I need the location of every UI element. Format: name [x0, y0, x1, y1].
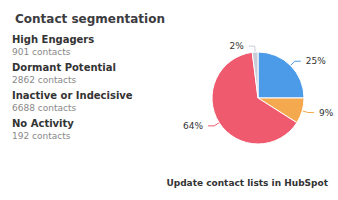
svg-text:2862 contacts: 2862 contacts [12, 75, 76, 85]
svg-text:6688 contacts: 6688 contacts [12, 103, 76, 113]
svg-text:9%: 9% [319, 108, 334, 118]
svg-text:Update contact lists in HubSpo: Update contact lists in HubSpot [166, 178, 328, 188]
svg-text:64%: 64% [183, 121, 203, 131]
svg-text:2%: 2% [229, 41, 244, 51]
svg-text:No Activity: No Activity [12, 118, 74, 129]
svg-text:Dormant Potential: Dormant Potential [12, 62, 116, 73]
svg-text:901 contacts: 901 contacts [12, 47, 71, 57]
svg-text:25%: 25% [306, 56, 326, 66]
svg-text:High Engagers: High Engagers [12, 34, 94, 45]
svg-text:Inactive or Indecisive: Inactive or Indecisive [12, 90, 133, 101]
svg-text:Contact segmentation: Contact segmentation [15, 12, 165, 26]
svg-text:192 contacts: 192 contacts [12, 131, 71, 141]
